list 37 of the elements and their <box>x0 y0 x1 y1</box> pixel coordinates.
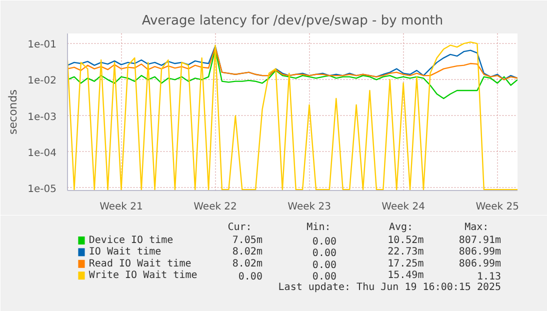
text: 0.00 <box>238 272 262 283</box>
text: 8.02m <box>232 258 262 270</box>
legend-label: Write IO Wait time <box>88 270 198 282</box>
text: 10.52m <box>388 235 424 246</box>
x-tick-label: Week 23 <box>288 202 331 212</box>
text: 0.00 <box>312 272 337 283</box>
text: 0.00 <box>312 260 337 271</box>
text: 0.00 <box>312 236 337 248</box>
text: 7.05m <box>232 235 262 246</box>
x-tick-label: Week 25 <box>476 202 520 212</box>
text: 807.91m <box>458 235 502 246</box>
x-tick-label: Week 22 <box>194 202 237 212</box>
text: 1.13 <box>476 272 502 283</box>
text: 8.02m <box>232 246 262 258</box>
y-tick-label: 1e-01 <box>28 40 57 51</box>
legend-label: IO Wait time <box>88 246 162 258</box>
y-tick-label: 1e-05 <box>28 184 57 195</box>
y-tick-label: 1e-03 <box>28 112 57 123</box>
text: 0.00 <box>312 248 337 260</box>
text: 806.99m <box>458 246 502 258</box>
y-axis-title: seconds <box>6 89 20 134</box>
text: Last update: Thu Jun 19 16:00:15 2025 <box>278 282 502 293</box>
y-tick-label: 1e-02 <box>28 76 57 87</box>
text: 806.99m <box>458 258 502 270</box>
legend-label: Device IO time <box>88 235 174 246</box>
x-tick-label: Week 24 <box>382 202 425 212</box>
text: Cur: <box>228 222 252 233</box>
x-tick-label: Week 21 <box>100 202 143 212</box>
text: Min: <box>306 222 331 233</box>
text: 17.25m <box>388 258 424 270</box>
legend-label: Read IO Wait time <box>88 258 192 270</box>
text: Avg: <box>388 222 414 233</box>
text: 15.49m <box>388 270 424 282</box>
chart-title: Average latency for /dev/pve/swap - by month <box>142 14 444 28</box>
text: Max: <box>464 222 489 233</box>
text: 22.73m <box>388 246 424 258</box>
y-tick-label: 1e-04 <box>28 148 57 159</box>
